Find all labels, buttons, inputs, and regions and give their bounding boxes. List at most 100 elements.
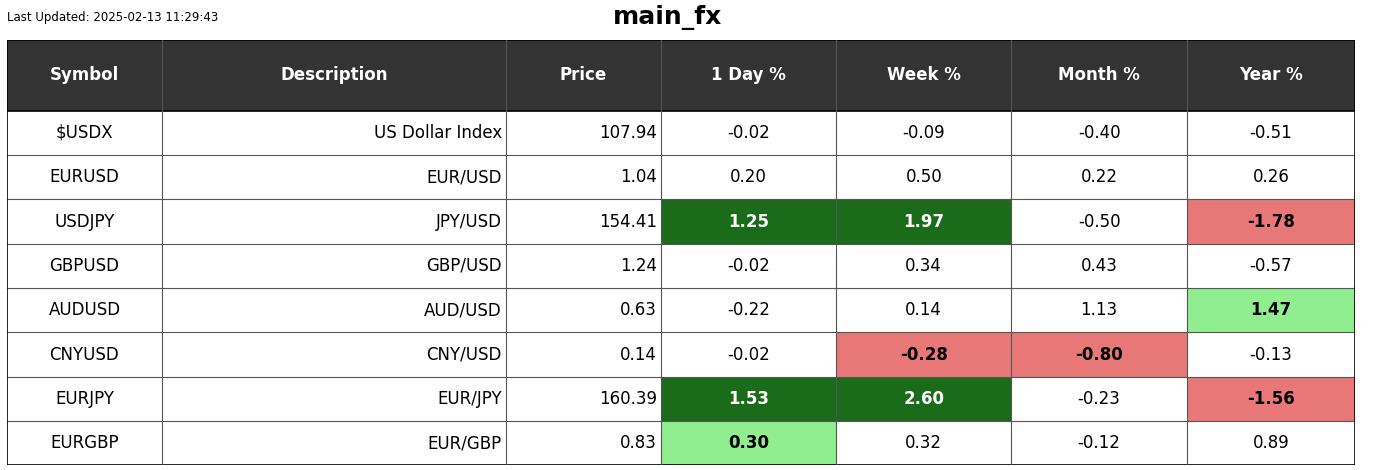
Text: 160.39: 160.39 bbox=[599, 390, 657, 408]
Bar bbox=[1187, 376, 1355, 421]
Text: 0.63: 0.63 bbox=[620, 301, 657, 319]
Bar bbox=[1187, 244, 1355, 288]
Bar bbox=[1187, 288, 1355, 332]
Text: -0.02: -0.02 bbox=[727, 257, 770, 275]
Bar bbox=[660, 111, 837, 155]
Text: EURJPY: EURJPY bbox=[56, 390, 114, 408]
Bar bbox=[506, 244, 660, 288]
Bar bbox=[506, 332, 660, 376]
Bar bbox=[837, 332, 1012, 376]
Text: 0.43: 0.43 bbox=[1080, 257, 1118, 275]
Text: 1.53: 1.53 bbox=[728, 390, 769, 408]
Bar bbox=[660, 421, 837, 465]
Text: 0.14: 0.14 bbox=[905, 301, 942, 319]
Bar bbox=[660, 155, 837, 199]
Bar bbox=[837, 155, 1012, 199]
Text: 2.60: 2.60 bbox=[904, 390, 944, 408]
Bar bbox=[1012, 111, 1187, 155]
Text: -0.80: -0.80 bbox=[1076, 345, 1123, 363]
Text: Description: Description bbox=[281, 66, 388, 85]
Bar bbox=[660, 199, 837, 244]
Text: -0.50: -0.50 bbox=[1077, 212, 1120, 231]
Text: -0.40: -0.40 bbox=[1077, 124, 1120, 142]
Bar bbox=[1012, 332, 1187, 376]
Bar bbox=[7, 244, 163, 288]
Text: main_fx: main_fx bbox=[613, 6, 721, 31]
Bar bbox=[163, 155, 506, 199]
Text: GBP/USD: GBP/USD bbox=[427, 257, 502, 275]
Text: Week %: Week % bbox=[887, 66, 960, 85]
Bar bbox=[837, 199, 1012, 244]
Text: 0.20: 0.20 bbox=[730, 168, 767, 186]
Bar bbox=[7, 421, 163, 465]
Bar bbox=[1012, 288, 1187, 332]
Text: 0.14: 0.14 bbox=[620, 345, 657, 363]
Text: -0.51: -0.51 bbox=[1250, 124, 1293, 142]
Bar bbox=[7, 288, 163, 332]
Text: 0.26: 0.26 bbox=[1252, 168, 1290, 186]
Text: 0.22: 0.22 bbox=[1080, 168, 1118, 186]
Text: -0.28: -0.28 bbox=[899, 345, 948, 363]
Bar bbox=[506, 155, 660, 199]
Text: AUDUSD: AUDUSD bbox=[49, 301, 121, 319]
Bar bbox=[1012, 421, 1187, 465]
Text: 0.30: 0.30 bbox=[728, 434, 769, 452]
Bar bbox=[837, 421, 1012, 465]
Text: Price: Price bbox=[560, 66, 607, 85]
Bar bbox=[506, 199, 660, 244]
Bar bbox=[7, 376, 163, 421]
Text: -0.02: -0.02 bbox=[727, 345, 770, 363]
Bar bbox=[163, 288, 506, 332]
Text: 1 Day %: 1 Day % bbox=[712, 66, 785, 85]
Bar bbox=[163, 199, 506, 244]
Text: 1.04: 1.04 bbox=[620, 168, 657, 186]
Text: -0.23: -0.23 bbox=[1077, 390, 1120, 408]
Text: EURGBP: EURGBP bbox=[50, 434, 118, 452]
Bar bbox=[1012, 199, 1187, 244]
Text: 1.47: 1.47 bbox=[1251, 301, 1291, 319]
Bar bbox=[1187, 199, 1355, 244]
Text: Symbol: Symbol bbox=[50, 66, 120, 85]
Text: AUD/USD: AUD/USD bbox=[424, 301, 502, 319]
Bar bbox=[163, 111, 506, 155]
Text: 1.13: 1.13 bbox=[1080, 301, 1118, 319]
Bar bbox=[7, 332, 163, 376]
Bar bbox=[163, 421, 506, 465]
Bar bbox=[506, 111, 660, 155]
Bar bbox=[660, 288, 837, 332]
Bar bbox=[163, 244, 506, 288]
Text: 1.24: 1.24 bbox=[620, 257, 657, 275]
Bar bbox=[1012, 155, 1187, 199]
Bar bbox=[506, 421, 660, 465]
Text: 154.41: 154.41 bbox=[599, 212, 657, 231]
Bar bbox=[1187, 332, 1355, 376]
Text: 0.50: 0.50 bbox=[905, 168, 942, 186]
Text: 0.89: 0.89 bbox=[1252, 434, 1290, 452]
Text: -1.56: -1.56 bbox=[1247, 390, 1295, 408]
Bar bbox=[506, 376, 660, 421]
Bar bbox=[7, 40, 1355, 111]
Text: CNY/USD: CNY/USD bbox=[427, 345, 502, 363]
Text: EUR/GBP: EUR/GBP bbox=[428, 434, 502, 452]
Bar bbox=[1187, 421, 1355, 465]
Text: $USDX: $USDX bbox=[56, 124, 114, 142]
Bar bbox=[1187, 111, 1355, 155]
Text: 0.32: 0.32 bbox=[905, 434, 942, 452]
Text: 0.83: 0.83 bbox=[620, 434, 657, 452]
Text: US Dollar Index: US Dollar Index bbox=[374, 124, 502, 142]
Bar bbox=[163, 376, 506, 421]
Bar bbox=[1012, 376, 1187, 421]
Bar bbox=[506, 288, 660, 332]
Bar bbox=[1012, 244, 1187, 288]
Bar bbox=[837, 288, 1012, 332]
Text: 0.34: 0.34 bbox=[905, 257, 942, 275]
Text: -0.57: -0.57 bbox=[1250, 257, 1293, 275]
Text: EUR/USD: EUR/USD bbox=[427, 168, 502, 186]
Text: Last Updated: 2025-02-13 11:29:43: Last Updated: 2025-02-13 11:29:43 bbox=[7, 11, 218, 24]
Text: Month %: Month % bbox=[1058, 66, 1140, 85]
Bar bbox=[660, 332, 837, 376]
Text: 1.97: 1.97 bbox=[904, 212, 944, 231]
Bar bbox=[7, 111, 163, 155]
Text: -0.09: -0.09 bbox=[902, 124, 945, 142]
Text: GBPUSD: GBPUSD bbox=[50, 257, 120, 275]
